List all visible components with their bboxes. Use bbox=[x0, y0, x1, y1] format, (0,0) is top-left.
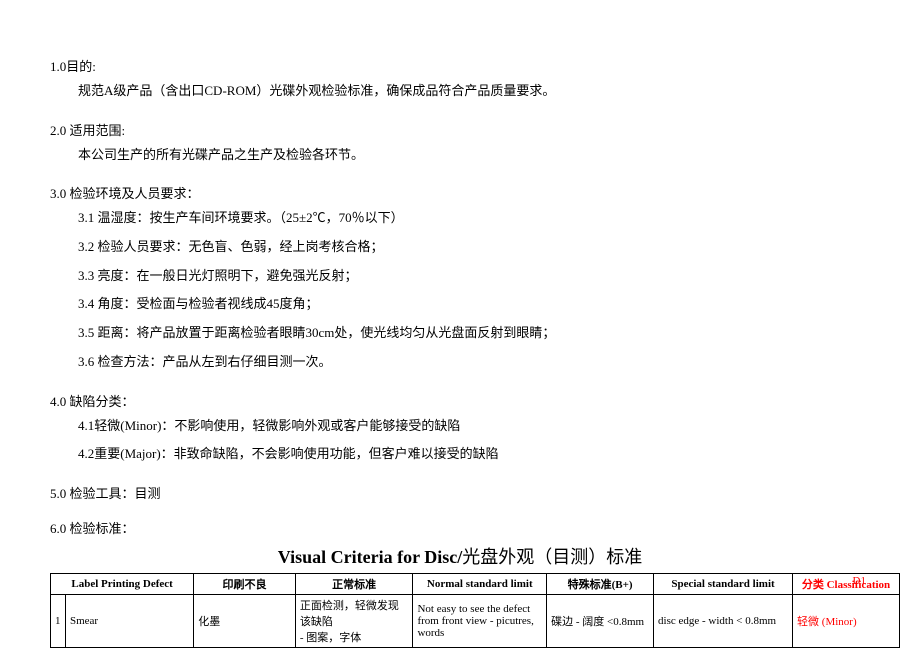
table-header-row: Label Printing Defect 印刷不良 正常标准 Normal s… bbox=[51, 573, 900, 594]
cell-normal-cn: 正面检测，轻微发现该缺陷 - 图案，字体 bbox=[295, 594, 413, 647]
th-defect-en: Label Printing Defect bbox=[51, 573, 194, 594]
cell-defect-en: Smear bbox=[65, 594, 193, 647]
table-row: 1 Smear 化墨 正面检测，轻微发现该缺陷 - 图案，字体 Not easy… bbox=[51, 594, 900, 647]
table-title: Visual Criteria for Disc/光盘外观（目测）标准 bbox=[50, 543, 870, 569]
cell-defect-cn: 化墨 bbox=[194, 594, 296, 647]
table-title-cn: 光盘外观（目测）标准 bbox=[462, 547, 642, 567]
th-special-en: Special standard limit bbox=[654, 573, 793, 594]
section-1-heading: 1.0目的: bbox=[50, 56, 870, 75]
th-classification: 分类 Classification bbox=[793, 573, 900, 594]
cell-special-en: disc edge - width < 0.8mm bbox=[654, 594, 793, 647]
section-4-item-1: 4.1轻微(Minor)：不影响使用，轻微影响外观或客户能够接受的缺陷 bbox=[78, 414, 870, 439]
th-normal-en: Normal standard limit bbox=[413, 573, 547, 594]
th-defect-cn: 印刷不良 bbox=[194, 573, 296, 594]
edge-label-d1: D1 bbox=[853, 575, 866, 587]
section-4-item-2: 4.2重要(Major)：非致命缺陷，不会影响使用功能，但客户难以接受的缺陷 bbox=[78, 442, 870, 467]
section-3-item-3: 3.3 亮度：在一般日光灯照明下，避免强光反射； bbox=[78, 264, 870, 289]
section-6-heading: 6.0 检验标准： bbox=[50, 518, 870, 537]
section-3-item-4: 3.4 角度：受检面与检验者视线成45度角； bbox=[78, 292, 870, 317]
cell-classification: 轻微 (Minor) bbox=[793, 594, 900, 647]
section-3-item-6: 3.6 检查方法：产品从左到右仔细目测一次。 bbox=[78, 350, 870, 375]
criteria-table-wrap: Label Printing Defect 印刷不良 正常标准 Normal s… bbox=[50, 573, 870, 648]
criteria-table: Label Printing Defect 印刷不良 正常标准 Normal s… bbox=[50, 573, 900, 648]
section-3-heading: 3.0 检验环境及人员要求： bbox=[50, 183, 870, 202]
section-1-body: 规范A级产品（含出口CD-ROM）光碟外观检验标准，确保成品符合产品质量要求。 bbox=[78, 79, 870, 104]
section-2-body: 本公司生产的所有光碟产品之生产及检验各环节。 bbox=[78, 143, 870, 168]
section-2-heading: 2.0 适用范围: bbox=[50, 120, 870, 139]
section-3-item-1: 3.1 温湿度：按生产车间环境要求。（25±2℃，70％以下） bbox=[78, 206, 870, 231]
section-3-item-5: 3.5 距离：将产品放置于距离检验者眼睛30cm处，使光线均匀从光盘面反射到眼睛… bbox=[78, 321, 870, 346]
th-normal-cn: 正常标准 bbox=[295, 573, 413, 594]
table-title-en: Visual Criteria for Disc/ bbox=[278, 547, 462, 567]
th-special-cn: 特殊标准(B+) bbox=[547, 573, 654, 594]
cell-normal-en: Not easy to see the defect from front vi… bbox=[413, 594, 547, 647]
section-3-item-2: 3.2 检验人员要求：无色盲、色弱，经上岗考核合格； bbox=[78, 235, 870, 260]
section-5-heading: 5.0 检验工具：目测 bbox=[50, 483, 870, 502]
cell-idx: 1 bbox=[51, 594, 66, 647]
cell-special-cn: 碟边 - 阔度 <0.8mm bbox=[547, 594, 654, 647]
section-4-heading: 4.0 缺陷分类： bbox=[50, 391, 870, 410]
